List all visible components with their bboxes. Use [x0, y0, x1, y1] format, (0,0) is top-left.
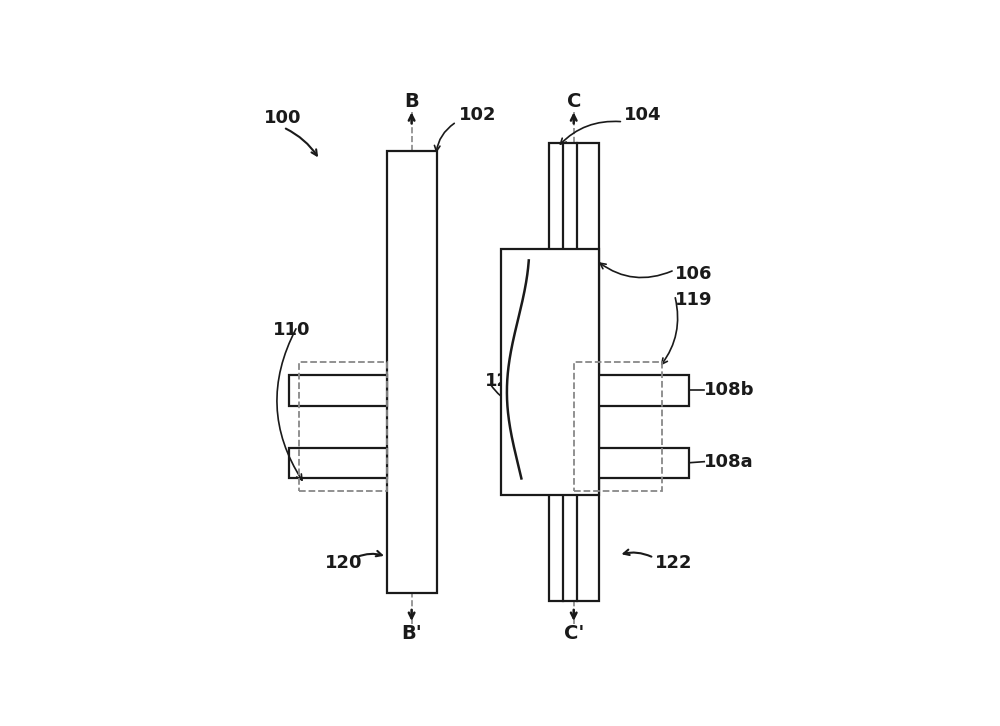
- Text: 122: 122: [655, 555, 693, 572]
- Bar: [549, 448, 689, 478]
- Bar: [289, 375, 387, 406]
- Bar: [387, 152, 437, 593]
- Text: 110: 110: [273, 322, 311, 339]
- Bar: [549, 375, 689, 406]
- Text: 100: 100: [264, 109, 301, 127]
- Text: 108b: 108b: [704, 381, 755, 399]
- Bar: [299, 362, 387, 491]
- Text: B': B': [401, 624, 422, 643]
- Text: 102: 102: [459, 106, 497, 124]
- Bar: [574, 362, 662, 491]
- Text: 124: 124: [485, 372, 522, 390]
- Text: B: B: [404, 91, 419, 110]
- Text: 120: 120: [325, 555, 363, 572]
- Text: C: C: [567, 91, 581, 110]
- Text: C': C': [564, 624, 584, 643]
- Text: 104: 104: [624, 106, 662, 124]
- Text: 106: 106: [675, 266, 712, 283]
- Bar: [289, 448, 387, 478]
- Bar: [549, 143, 599, 601]
- Text: 108a: 108a: [704, 453, 754, 470]
- Text: 119: 119: [675, 290, 712, 309]
- Bar: [501, 249, 599, 495]
